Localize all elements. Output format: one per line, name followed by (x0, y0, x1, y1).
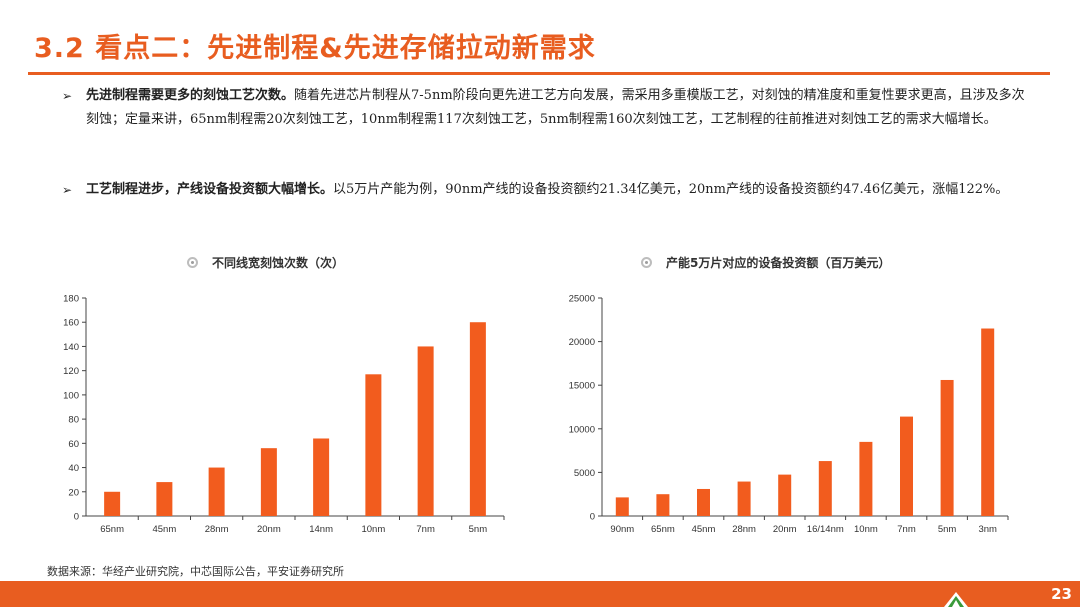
bar (940, 379, 954, 516)
bar (818, 461, 832, 516)
y-tick-label: 0 (590, 512, 595, 523)
chart-title-text: 产能5万片对应的设备投资额（百万美元） (666, 256, 891, 270)
bar (778, 474, 792, 516)
x-tick-label: 7nm (416, 524, 435, 535)
chart-title-etch-count: 不同线宽刻蚀次数（次） (187, 254, 344, 271)
x-tick-label: 5nm (469, 524, 488, 535)
bullet-heading: 工艺制程进步，产线设备投资额大幅增长。 (86, 182, 334, 197)
bullet-text: 先进制程需要更多的刻蚀工艺次数。随着先进芯片制程从7-5nm阶段向更先进工艺方向… (86, 84, 1037, 132)
x-tick-label: 65nm (651, 524, 675, 535)
radio-bullet-icon (187, 257, 198, 268)
bullet-point: ➢ 工艺制程进步，产线设备投资额大幅增长。以5万片产能为例，90nm产线的设备投… (62, 178, 1037, 202)
x-tick-label: 45nm (692, 524, 716, 535)
bar (981, 328, 995, 516)
y-tick-label: 60 (68, 439, 79, 450)
y-tick-label: 160 (63, 318, 79, 329)
page-number: 23 (1051, 585, 1072, 603)
x-tick-label: 65nm (100, 524, 124, 535)
y-tick-label: 140 (63, 342, 79, 353)
x-tick-label: 5nm (938, 524, 957, 535)
footer-bar (0, 581, 1080, 607)
bullet-heading: 先进制程需要更多的刻蚀工艺次数。 (86, 88, 295, 103)
x-tick-label: 20nm (773, 524, 797, 535)
data-source-note: 数据来源：华经产业研究院，中芯国际公告，平安证券研究所 (47, 565, 344, 578)
y-tick-label: 20000 (569, 337, 595, 348)
bullet-body: 以5万片产能为例，90nm产线的设备投资额约21.34亿美元，20nm产线的设备… (333, 182, 1009, 197)
x-tick-label: 14nm (309, 524, 333, 535)
bar (104, 491, 121, 516)
bullet-text: 工艺制程进步，产线设备投资额大幅增长。以5万片产能为例，90nm产线的设备投资额… (86, 178, 1037, 202)
x-tick-label: 16/14nm (807, 524, 844, 535)
x-tick-label: 28nm (732, 524, 756, 535)
chart-title-equipment-investment: 产能5万片对应的设备投资额（百万美元） (641, 254, 890, 271)
y-tick-label: 0 (74, 512, 79, 523)
bar (697, 488, 710, 516)
bar (365, 374, 382, 516)
x-tick-label: 28nm (205, 524, 229, 535)
y-tick-label: 40 (68, 463, 79, 474)
x-tick-label: 3nm (978, 524, 997, 535)
y-tick-label: 20 (68, 487, 79, 498)
chart-title-text: 不同线宽刻蚀次数（次） (212, 256, 345, 270)
page-title: 3.2 看点二：先进制程&先进存储拉动新需求 (34, 33, 596, 64)
x-tick-label: 7nm (897, 524, 916, 535)
x-tick-label: 20nm (257, 524, 281, 535)
bar (417, 346, 434, 516)
bar (859, 441, 873, 516)
y-tick-label: 120 (63, 366, 79, 377)
bullet-arrow-icon: ➢ (62, 183, 73, 197)
bar (900, 416, 913, 516)
y-tick-label: 5000 (574, 468, 595, 479)
x-tick-label: 45nm (152, 524, 176, 535)
bar (260, 448, 277, 516)
bar (615, 497, 629, 516)
bar (656, 494, 670, 516)
etch-count-chart: 0 20 40 60 80 100 120 140 160 180 65nm 45nm 28nm 20nm… (63, 294, 505, 535)
y-tick-label: 10000 (569, 424, 595, 435)
radio-bullet-icon (641, 257, 652, 268)
y-tick-label: 80 (68, 415, 79, 426)
x-tick-label: 90nm (610, 524, 634, 535)
bar (156, 482, 173, 516)
y-tick-label: 25000 (569, 294, 595, 305)
y-tick-label: 180 (63, 294, 79, 305)
company-logo-icon (944, 592, 968, 607)
bar (737, 481, 751, 516)
y-tick-label: 100 (63, 390, 79, 401)
bullet-body: 随着先进芯片制程从7-5nm阶段向更先进工艺方向发展，需采用多重模版工艺，对刻蚀… (86, 88, 1025, 127)
y-tick-label: 15000 (569, 381, 595, 392)
bullet-arrow-icon: ➢ (62, 89, 73, 103)
x-tick-label: 10nm (854, 524, 878, 535)
bar (208, 467, 225, 516)
x-tick-label: 10nm (361, 524, 385, 535)
title-divider (28, 72, 1050, 75)
bar (313, 438, 330, 516)
bar (469, 322, 486, 516)
equipment-investment-chart: 0 5000 10000 15000 20000 25000 90nm 65nm 45nm 28n… (569, 294, 1009, 535)
bullet-point: ➢ 先进制程需要更多的刻蚀工艺次数。随着先进芯片制程从7-5nm阶段向更先进工艺… (62, 84, 1037, 132)
